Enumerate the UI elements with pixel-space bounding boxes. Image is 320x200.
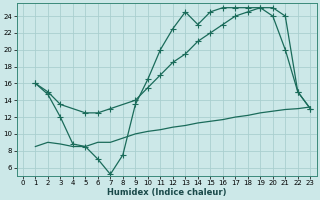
X-axis label: Humidex (Indice chaleur): Humidex (Indice chaleur) <box>107 188 226 197</box>
